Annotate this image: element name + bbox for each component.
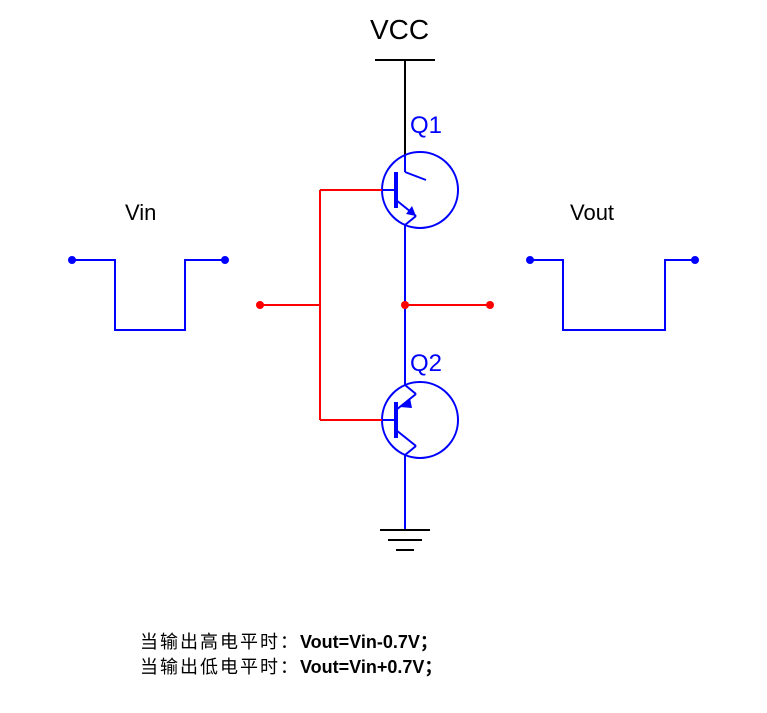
formula2-value: Vout=Vin+0.7V；: [300, 657, 442, 677]
formula1-value: Vout=Vin-0.7V；: [300, 632, 438, 652]
formula-line-1: 当输出高电平时：Vout=Vin-0.7V；: [140, 630, 442, 655]
label-vin: Vin: [125, 200, 156, 226]
circuit-diagram: [0, 0, 767, 600]
label-q1: Q1: [410, 112, 442, 140]
transistor-q2: [382, 382, 458, 458]
ground-symbol: [380, 530, 430, 550]
label-vout: Vout: [570, 200, 614, 226]
input-wires: [260, 190, 382, 420]
label-q2: Q2: [410, 350, 442, 378]
label-vcc: VCC: [370, 14, 429, 46]
vout-waveform: [527, 257, 698, 330]
node-output: [486, 301, 494, 309]
formula-block: 当输出高电平时：Vout=Vin-0.7V； 当输出低电平时：Vout=Vin+…: [140, 630, 442, 680]
formula2-prefix: 当输出低电平时：: [140, 657, 300, 677]
node-mid: [401, 301, 409, 309]
transistor-q1: [382, 152, 458, 228]
formula1-prefix: 当输出高电平时：: [140, 632, 300, 652]
formula-line-2: 当输出低电平时：Vout=Vin+0.7V；: [140, 655, 442, 680]
vin-waveform: [69, 257, 228, 330]
node-input: [256, 301, 264, 309]
